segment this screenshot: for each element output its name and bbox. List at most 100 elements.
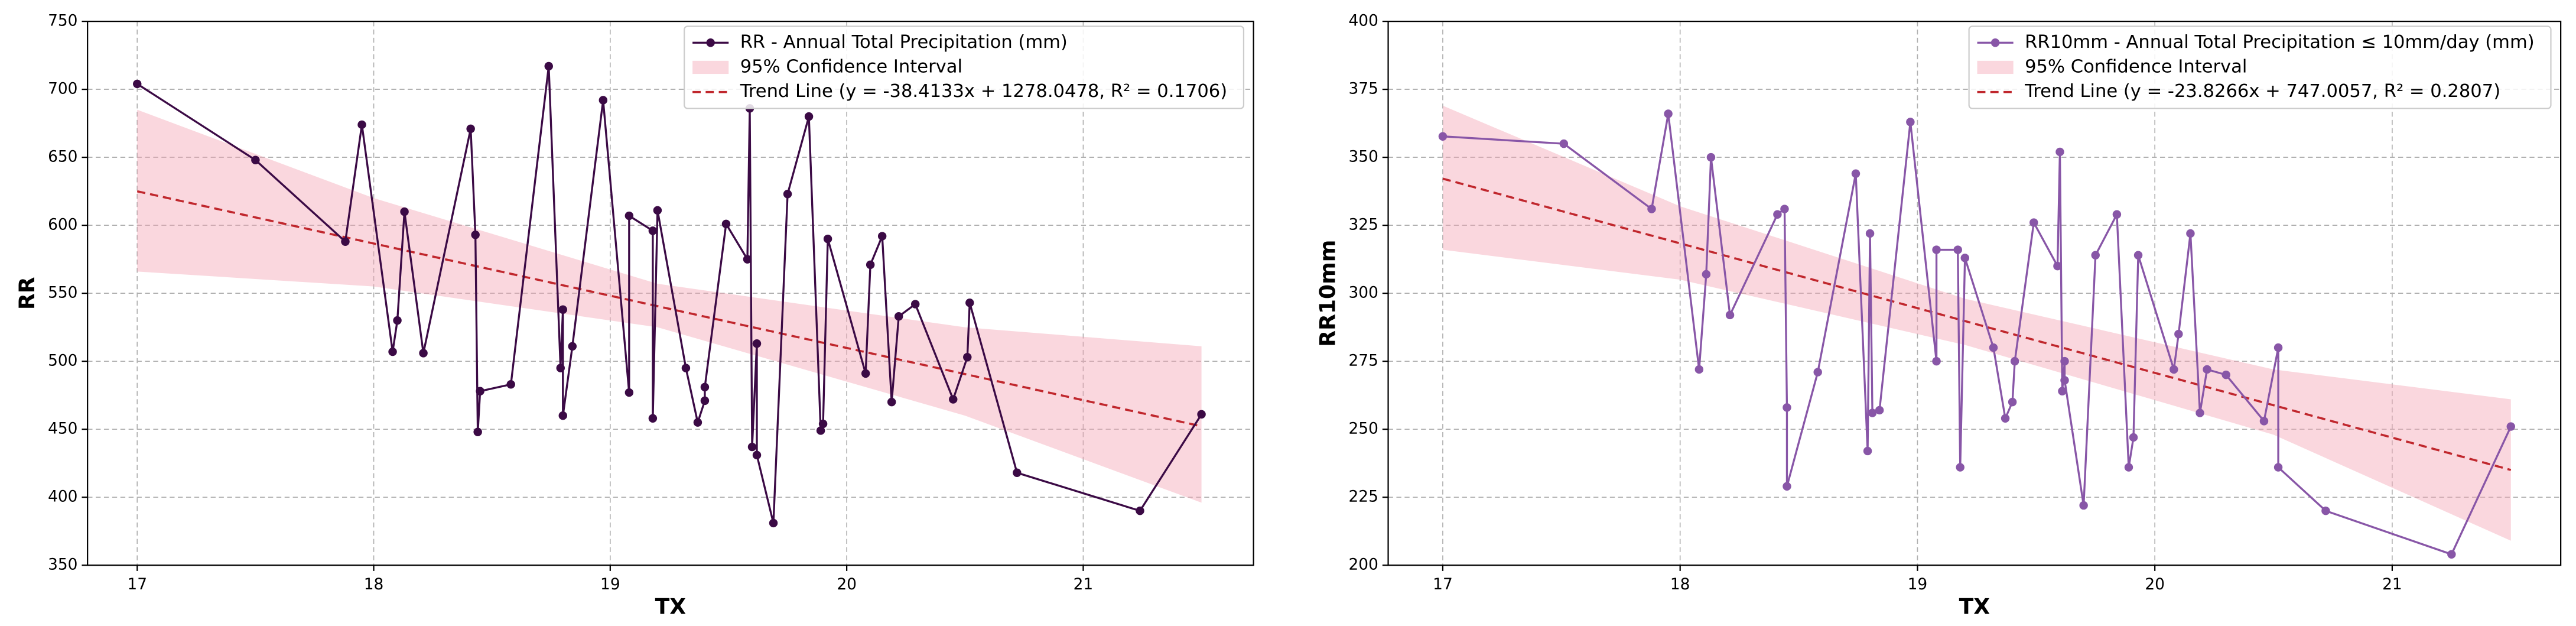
data-point xyxy=(1706,153,1716,162)
legend-label: 95% Confidence Interval xyxy=(740,56,962,77)
data-point xyxy=(949,395,958,404)
data-point xyxy=(388,347,397,356)
data-point xyxy=(1875,406,1884,415)
legend: RR - Annual Total Precipitation (mm) 95% … xyxy=(684,25,1245,109)
data-point xyxy=(1013,468,1022,477)
y-tick-label: 550 xyxy=(48,284,77,302)
y-axis-label: RR10mm xyxy=(1315,240,1340,347)
data-point xyxy=(2079,501,2088,510)
data-point xyxy=(1868,408,1877,417)
x-tick-label: 20 xyxy=(2145,575,2165,593)
confidence-band xyxy=(137,109,1202,503)
data-point xyxy=(2273,463,2283,472)
data-point xyxy=(2091,251,2100,260)
x-tick-label: 17 xyxy=(127,575,147,593)
x-tick-label: 21 xyxy=(1074,575,1094,593)
data-point xyxy=(965,299,974,307)
data-point xyxy=(556,364,565,372)
series-line xyxy=(1442,113,2512,556)
data-point xyxy=(816,426,825,435)
data-point xyxy=(1197,410,1206,419)
data-point xyxy=(721,219,731,229)
data-point xyxy=(471,231,480,239)
legend-label: Trend Line (y = -38.4133x + 1278.0478, R… xyxy=(740,81,1227,102)
data-point xyxy=(1783,403,1791,412)
data-point xyxy=(2506,422,2515,431)
data-point xyxy=(700,382,710,392)
x-tick-label: 17 xyxy=(1433,575,1453,593)
data-point xyxy=(2273,343,2283,352)
y-tick-label: 325 xyxy=(1348,216,1378,234)
x-tick-label: 19 xyxy=(1908,575,1928,593)
data-point xyxy=(558,411,567,420)
x-axis-label: TX xyxy=(1959,593,1990,619)
plot-frame xyxy=(87,21,1254,566)
data-point xyxy=(823,234,832,244)
data-point xyxy=(625,211,634,220)
y-tick-label: 275 xyxy=(1348,352,1378,370)
legend-swatch xyxy=(1977,60,2014,74)
legend-swatch xyxy=(692,60,729,74)
data-point xyxy=(1989,343,1998,352)
data-point xyxy=(783,190,792,199)
legend-label: 95% Confidence Interval xyxy=(2025,56,2247,77)
data-point xyxy=(1851,169,1861,178)
data-point xyxy=(1783,482,1791,491)
data-point xyxy=(1559,139,1569,148)
data-point xyxy=(681,364,691,372)
data-point xyxy=(400,207,409,216)
data-point xyxy=(1960,254,1969,262)
x-tick-label: 18 xyxy=(1670,575,1690,593)
data-point xyxy=(473,427,482,436)
data-point xyxy=(419,349,428,358)
data-point xyxy=(887,397,896,407)
y-axis-label: RR xyxy=(14,277,40,310)
data-point xyxy=(1813,368,1822,377)
data-point xyxy=(1725,310,1735,320)
y-tick-label: 700 xyxy=(48,80,77,98)
data-point xyxy=(2186,229,2195,238)
series-line xyxy=(136,66,1202,524)
data-point xyxy=(648,414,658,423)
data-point xyxy=(1702,270,1711,279)
data-point xyxy=(2008,397,2017,407)
y-tick-label: 450 xyxy=(48,420,77,438)
data-point xyxy=(2129,433,2138,442)
subplot: 350 400 450 500 550 600 650 700 750 17 18 19 20 21 TX R… xyxy=(14,12,1254,619)
legend-label: RR10mm - Annual Total Precipitation ≤ 10… xyxy=(2025,32,2535,53)
legend-box xyxy=(1968,25,2552,109)
data-point xyxy=(804,112,814,121)
y-tick-label: 250 xyxy=(1348,420,1378,438)
data-point xyxy=(1865,229,1875,238)
legend-swatch xyxy=(1990,38,2000,47)
data-point xyxy=(2060,356,2069,366)
data-point xyxy=(2222,370,2230,380)
data-point xyxy=(625,388,634,397)
subplot: 200 225 250 275 300 325 350 375 400 17 18 19 20 21 TX R… xyxy=(1315,12,2562,619)
data-point xyxy=(743,255,752,264)
confidence-band xyxy=(1442,105,2511,541)
y-tick-label: 400 xyxy=(1348,12,1378,30)
data-point xyxy=(2060,376,2069,385)
data-point xyxy=(599,96,608,105)
y-tick-label: 600 xyxy=(48,216,77,234)
data-point xyxy=(2259,417,2269,426)
data-point xyxy=(693,418,702,427)
trend-line xyxy=(1442,177,2512,471)
data-point xyxy=(1773,210,1782,219)
data-point xyxy=(1694,365,1704,374)
x-tick-label: 19 xyxy=(600,575,620,593)
data-point xyxy=(1664,109,1673,118)
y-tick-label: 750 xyxy=(48,12,77,30)
y-tick-label: 400 xyxy=(48,488,77,506)
y-tick-label: 350 xyxy=(1348,148,1378,166)
data-point xyxy=(769,518,778,528)
data-point xyxy=(866,260,875,270)
data-point xyxy=(2174,329,2183,339)
data-point xyxy=(2447,550,2456,559)
y-tick-label: 375 xyxy=(1348,80,1378,98)
data-point xyxy=(861,369,870,378)
x-axis-label: TX xyxy=(655,593,687,619)
data-point xyxy=(653,206,662,215)
